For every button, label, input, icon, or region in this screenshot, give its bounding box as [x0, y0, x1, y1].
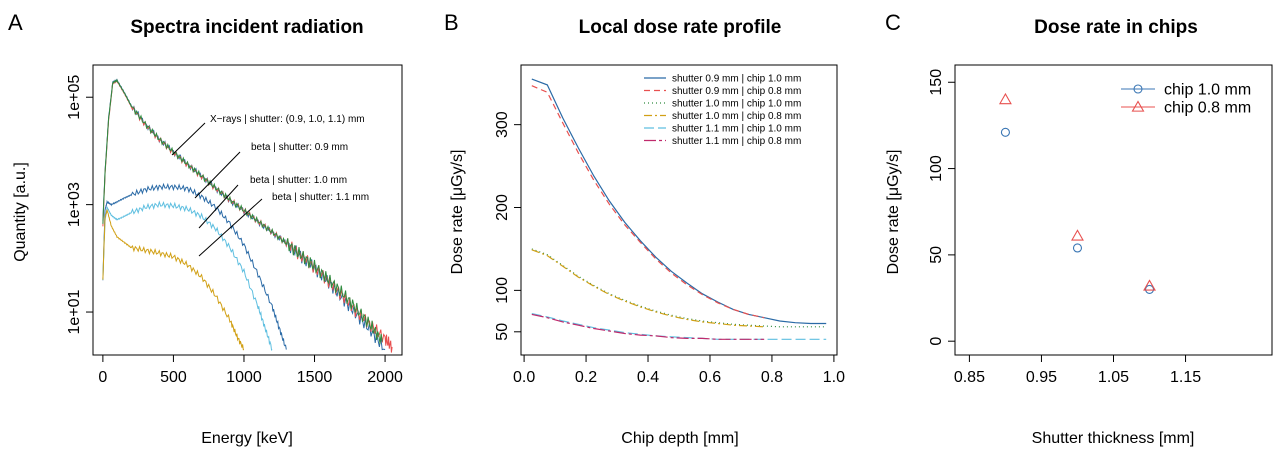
annotation-xrays: X−rays | shutter: (0.9, 1.0, 1.1) mm [210, 114, 365, 125]
y-tick-label: 1e+01 [66, 289, 83, 334]
panel-b-title: Local dose rate profile [579, 17, 782, 38]
spectrum-line [102, 182, 287, 350]
legend-marker-circle [1133, 84, 1143, 94]
panel-a-y-label: Quantity [a.u.] [12, 162, 29, 262]
x-tick-label: 1000 [226, 369, 262, 386]
y-tick-label: 50 [928, 246, 945, 264]
scatter-point-circle [1144, 284, 1155, 294]
x-tick-label: 0.6 [699, 369, 721, 386]
y-tick-label: 50 [494, 323, 511, 341]
x-tick-label: 0.85 [954, 369, 985, 386]
x-tick-label: 500 [160, 369, 187, 386]
annotation-beta-10: beta | shutter: 1.0 mm [250, 175, 347, 186]
annotation-leader-beta-10 [198, 184, 239, 229]
panel-b-label: B [444, 10, 459, 35]
x-tick-label: 0.4 [637, 369, 659, 386]
y-tick-label: 150 [928, 69, 945, 96]
y-tick-label: 100 [928, 155, 945, 182]
panel-c-series [998, 92, 1156, 294]
dose-profile-line [531, 85, 765, 319]
legend-label: shutter 1.0 mm | chip 1.0 mm [672, 99, 801, 110]
x-tick-label: 1.15 [1170, 369, 1201, 386]
annotation-beta-09: beta | shutter: 0.9 mm [251, 142, 348, 153]
x-tick-label: 0.0 [513, 369, 535, 386]
panel-b-x-axis: 0.0 0.2 0.4 0.6 0.8 1.0 [513, 355, 845, 386]
spectrum-line [102, 200, 273, 351]
scatter-point-triangle [1143, 279, 1156, 291]
panel-c-title: Dose rate in chips [1034, 17, 1198, 38]
panel-c-y-axis: 0 50 100 150 [928, 69, 955, 346]
panel-b-series [531, 78, 827, 340]
annotation-beta-11: beta | shutter: 1.1 mm [272, 192, 369, 203]
legend-label: shutter 0.9 mm | chip 1.0 mm [672, 74, 801, 85]
legend-label: chip 0.8 mm [1164, 100, 1251, 117]
spectrum-line [102, 209, 245, 351]
panel-c-x-axis: 0.85 0.95 1.05 1.15 [954, 355, 1201, 386]
legend-label: shutter 1.1 mm | chip 1.0 mm [672, 124, 801, 135]
dose-profile-line [531, 313, 765, 340]
scatter-point-triangle [998, 92, 1012, 105]
panel-c-x-label: Shutter thickness [mm] [1032, 430, 1195, 447]
dose-profile-line [531, 78, 827, 325]
panel-c-y-label: Dose rate [μGy/s] [885, 150, 902, 275]
x-tick-label: 0.8 [761, 369, 783, 386]
panel-b-y-label: Dose rate [μGy/s] [449, 150, 466, 275]
legend-label: shutter 0.9 mm | chip 0.8 mm [672, 86, 801, 97]
y-tick-label: 1e+03 [66, 182, 83, 227]
y-tick-label: 1e+05 [66, 75, 83, 120]
y-tick-label: 0 [928, 337, 945, 346]
panel-a-x-label: Energy [keV] [201, 430, 293, 447]
x-tick-label: 1500 [297, 369, 333, 386]
panel-a-annotations: X−rays | shutter: (0.9, 1.0, 1.1) mm bet… [171, 114, 369, 257]
annotation-leader-beta-09 [194, 151, 241, 199]
legend-label: shutter 1.1 mm | chip 0.8 mm [672, 136, 801, 147]
scatter-point-triangle [1071, 229, 1084, 241]
y-tick-label: 300 [494, 111, 511, 138]
legend-marker-triangle [1131, 100, 1145, 112]
y-tick-label: 200 [494, 194, 511, 221]
scatter-point-circle [1072, 243, 1083, 253]
panel-b: B Local dose rate profile 0.0 0.2 0.4 0.6 0.… [444, 10, 845, 447]
legend-label: chip 1.0 mm [1164, 82, 1251, 99]
panel-a-y-axis: 1e+01 1e+03 1e+05 [66, 75, 93, 335]
dose-profile-line [531, 313, 827, 340]
x-tick-label: 2000 [367, 369, 403, 386]
panel-a-label: A [8, 10, 23, 35]
panel-b-x-label: Chip depth [mm] [621, 430, 738, 447]
x-tick-label: 0.95 [1026, 369, 1057, 386]
panel-b-plot-frame [520, 64, 838, 356]
annotation-leader-beta-11 [198, 198, 263, 257]
x-tick-label: 0 [98, 369, 107, 386]
x-tick-label: 1.0 [823, 369, 845, 386]
annotation-leader-xrays [171, 122, 206, 156]
panel-a-title: Spectra incident radiation [130, 17, 363, 38]
panel-a-plot-frame [92, 64, 403, 356]
panel-c-label: C [885, 10, 901, 35]
y-tick-label: 100 [494, 277, 511, 304]
x-tick-label: 1.05 [1098, 369, 1129, 386]
x-tick-label: 0.2 [575, 369, 597, 386]
panel-b-y-axis: 50 100 200 300 [494, 111, 521, 341]
panel-c: C Dose rate in chips 0.85 0.95 1.05 1.15 0 5… [885, 10, 1273, 447]
dose-profile-line [531, 249, 765, 328]
panel-a: A Spectra incident radiation 0 500 1000 150… [8, 10, 403, 447]
scatter-point-circle [1000, 127, 1010, 137]
panel-a-x-axis: 0 500 1000 1500 2000 [98, 355, 403, 386]
dose-profile-line [531, 248, 827, 328]
legend-label: shutter 1.0 mm | chip 0.8 mm [672, 111, 801, 122]
panel-a-series [102, 78, 393, 353]
spectrum-line [102, 78, 383, 345]
